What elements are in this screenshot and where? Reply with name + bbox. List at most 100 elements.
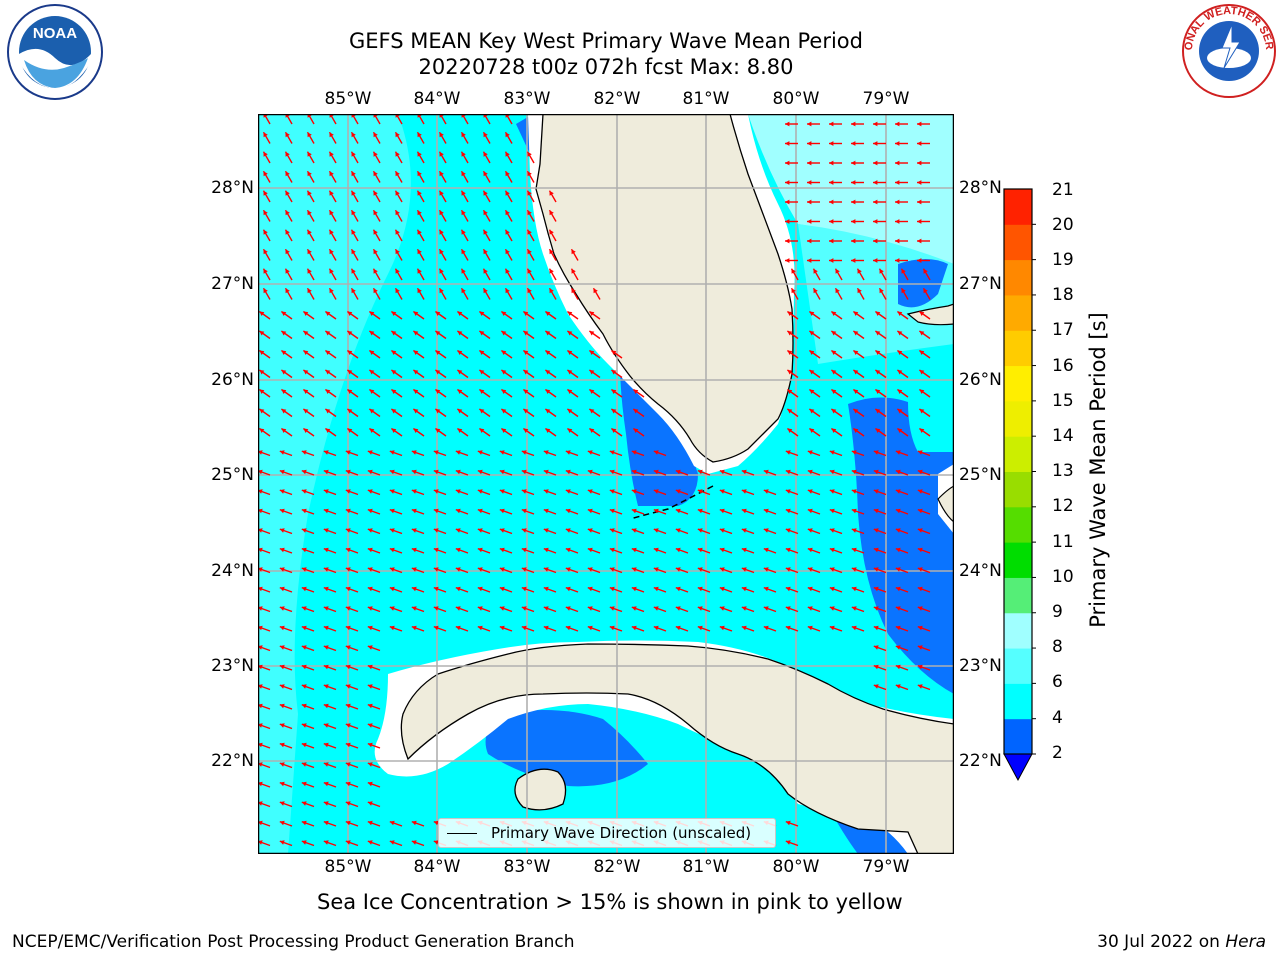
wave-arrow-head xyxy=(435,370,441,375)
wave-arrow-head xyxy=(505,171,510,177)
wave-arrow-head xyxy=(719,567,725,572)
wave-arrow-head xyxy=(873,469,879,475)
wave-arrow-head xyxy=(279,781,285,787)
colorbar-segment xyxy=(1004,365,1032,402)
wave-arrow-head xyxy=(901,288,906,294)
wave-arrow-head xyxy=(853,350,859,355)
wave-arrow-head xyxy=(395,288,400,294)
wave-arrow-head xyxy=(329,229,334,235)
wave-arrow-head xyxy=(301,801,307,806)
wave-arrow-head xyxy=(919,428,925,433)
wave-arrow-head xyxy=(609,606,615,611)
wave-arrow-head xyxy=(609,625,615,631)
wave-arrow-head xyxy=(631,450,637,455)
wave-arrow-head xyxy=(719,508,725,514)
wave-arrow-head xyxy=(675,469,681,475)
wave-arrow-head xyxy=(873,489,879,494)
wave-arrow-head xyxy=(763,606,769,611)
wave-arrow-head xyxy=(301,820,307,826)
wave-arrow-head xyxy=(367,489,373,494)
wave-arrow-head xyxy=(587,489,593,494)
wave-arrow-head xyxy=(807,547,813,553)
wave-arrow-head xyxy=(263,249,268,255)
wave-arrow-head xyxy=(895,567,901,572)
wave-arrow-head xyxy=(395,151,400,157)
wave-arrow-head xyxy=(323,684,329,689)
wave-arrow-head xyxy=(875,389,881,394)
wave-arrow-head xyxy=(807,508,813,514)
wave-arrow-head xyxy=(457,409,463,414)
wave-arrow-head xyxy=(589,409,595,414)
wave-arrow-head xyxy=(587,586,593,592)
wave-arrow-head xyxy=(345,450,351,455)
wave-arrow-head xyxy=(479,428,485,433)
colorbar-segment xyxy=(1004,542,1032,578)
wave-arrow-head xyxy=(411,606,417,611)
wave-arrow-head xyxy=(345,820,351,826)
wave-arrow-head xyxy=(323,762,329,767)
wave-arrow-head xyxy=(719,606,725,611)
wave-arrow-head xyxy=(785,625,791,631)
wave-arrow-head xyxy=(527,171,532,177)
wave-arrow-head xyxy=(433,469,439,475)
colorbar-title: Primary Wave Mean Period [s] xyxy=(1086,312,1110,628)
wave-arrow-head xyxy=(457,350,463,355)
wave-arrow-head xyxy=(545,389,551,394)
wave-arrow-head xyxy=(787,428,793,433)
wave-arrow-head xyxy=(549,229,554,235)
colorbar-tick-label: 9 xyxy=(1052,602,1063,622)
wave-arrow-head xyxy=(549,190,554,196)
lon-label-bottom: 85°W xyxy=(324,857,372,877)
wave-arrow-head xyxy=(411,469,417,475)
wave-arrow-head xyxy=(587,625,593,631)
wave-arrow-head xyxy=(411,820,417,826)
wave-arrow-head xyxy=(369,428,375,433)
wave-arrow-head xyxy=(589,331,595,336)
wave-arrow-head xyxy=(527,229,532,235)
wave-arrow-head xyxy=(307,288,312,294)
wave-arrow-head xyxy=(303,409,309,414)
wave-arrow-head xyxy=(523,311,529,316)
colorbar-tick-label: 6 xyxy=(1052,672,1063,692)
wave-arrow-head xyxy=(413,389,419,394)
wave-arrow-head xyxy=(523,428,529,433)
wave-arrow-head xyxy=(303,331,309,336)
wave-arrow-head xyxy=(389,586,395,592)
wave-arrow-head xyxy=(571,288,576,294)
wave-arrow-head xyxy=(395,190,400,196)
wave-arrow-head xyxy=(853,370,859,375)
wave-arrow-head xyxy=(719,547,725,553)
wave-arrow-head xyxy=(787,370,793,375)
wave-arrow-head xyxy=(417,229,422,235)
wave-arrow-head xyxy=(521,528,527,533)
wave-arrow-head xyxy=(567,409,573,414)
wave-arrow-head xyxy=(831,428,837,433)
wave-arrow-head xyxy=(461,268,466,274)
wave-arrow-head xyxy=(351,151,356,157)
wave-arrow-head xyxy=(633,389,639,394)
wave-arrow-head xyxy=(719,528,725,533)
wave-arrow-head xyxy=(501,311,507,316)
wave-arrow-head xyxy=(391,428,397,433)
wave-arrow-head xyxy=(521,508,527,514)
wave-arrow-head xyxy=(301,742,307,748)
wave-arrow-head xyxy=(785,219,790,224)
lat-label-right: 26°N xyxy=(959,370,1002,390)
wave-arrow-head xyxy=(413,350,419,355)
wave-arrow-head xyxy=(787,350,793,355)
wave-arrow-head xyxy=(501,370,507,375)
wave-arrow-head xyxy=(345,625,351,631)
wave-arrow-head xyxy=(301,664,307,670)
wave-arrow-head xyxy=(851,528,857,533)
chart-subtitle: 20220728 t00z 072h fcst Max: 8.80 xyxy=(418,55,794,79)
wave-arrow-head xyxy=(433,547,439,553)
wave-arrow-head xyxy=(455,586,461,592)
colorbar-segment xyxy=(1004,259,1032,296)
wave-arrow-head xyxy=(609,489,615,494)
wave-arrow-head xyxy=(829,489,835,494)
wave-arrow-head xyxy=(609,586,615,592)
wave-arrow-head xyxy=(367,723,373,728)
period-band-2-4-cuba-south xyxy=(485,710,648,787)
wave-arrow-head xyxy=(543,528,549,533)
wave-arrow-head xyxy=(279,469,285,475)
